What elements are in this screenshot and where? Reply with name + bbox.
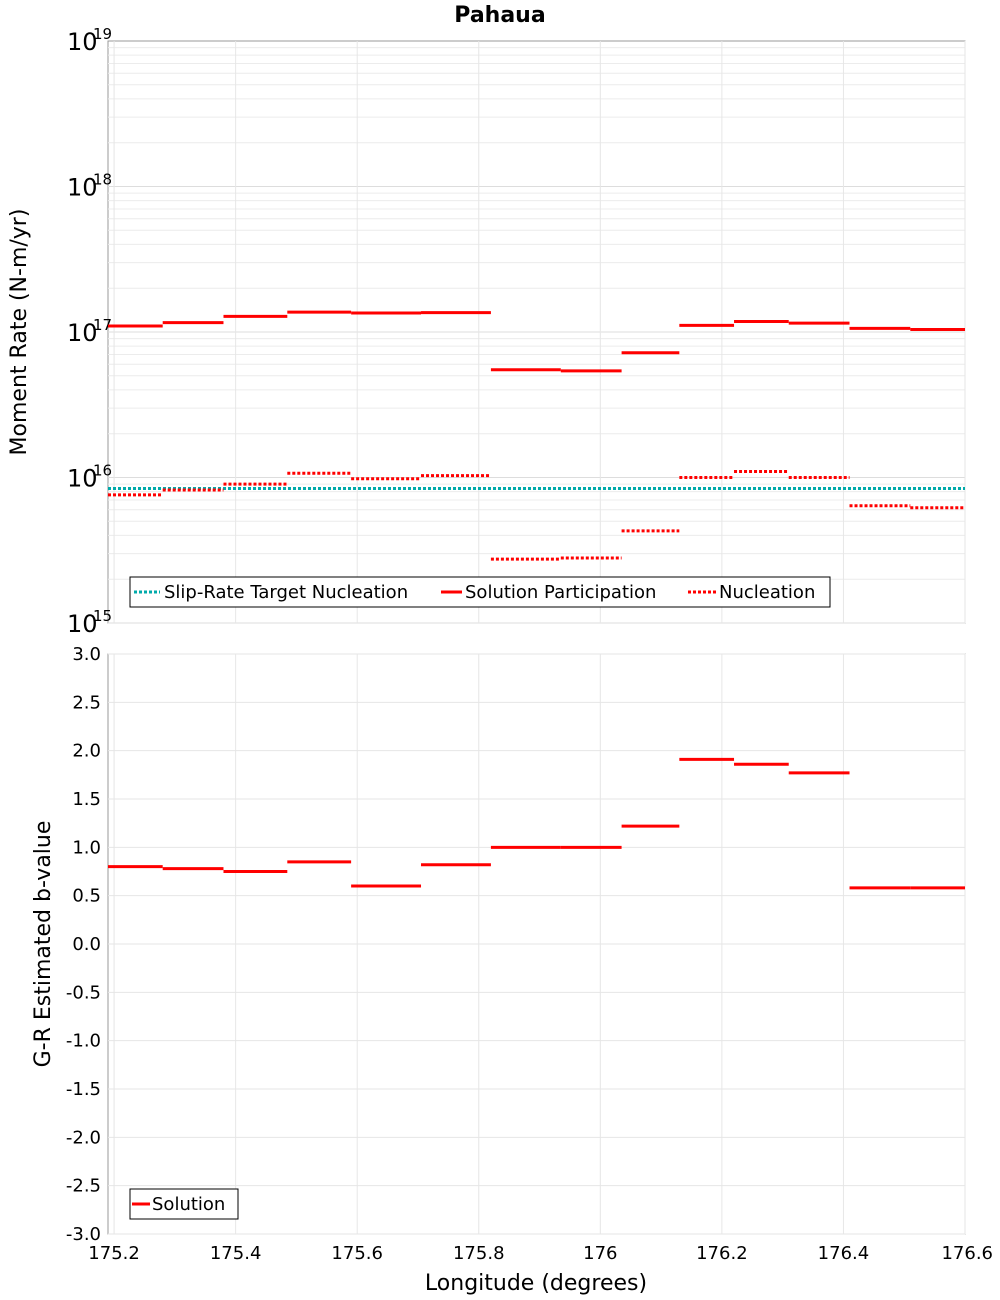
- top-series: [108, 310, 965, 561]
- bottom-y-tick-label: -1.5: [66, 1079, 101, 1100]
- top-y-tick-label-base: 10: [67, 174, 98, 202]
- x-tick-label: 175.8: [453, 1243, 505, 1264]
- legend-label-solution: Solution: [152, 1194, 225, 1215]
- bottom-y-tick-label: 2.0: [72, 741, 101, 762]
- x-tick-label: 175.4: [210, 1243, 262, 1264]
- bottom-y-tick-label: 0.0: [72, 934, 101, 955]
- bottom-y-tick-label: -3.0: [66, 1224, 101, 1245]
- chart-title: Pahaua: [454, 3, 545, 28]
- top-y-tick-label-base: 10: [67, 28, 98, 56]
- x-tick-label: 176: [583, 1243, 617, 1264]
- top-y-tick-label-exponent: 15: [93, 607, 112, 625]
- top-y-tick-label-exponent: 18: [93, 171, 112, 189]
- bottom-y-tick-label: -2.5: [66, 1176, 101, 1197]
- top-y-axis-label: Moment Rate (N-m/yr): [7, 209, 32, 456]
- bottom-series: [108, 757, 965, 890]
- bottom-x-ticks: 175.2 175.4 175.6 175.8 176 176.2 176.4 176.6: [88, 1243, 993, 1264]
- top-grid: [108, 41, 966, 624]
- bottom-grid: [108, 653, 966, 1235]
- bottom-y-tick-label: 0.5: [72, 886, 101, 907]
- x-tick-label: 176.4: [818, 1243, 870, 1264]
- legend-label-slip-rate-target: Slip-Rate Target Nucleation: [164, 582, 408, 603]
- top-y-tick-label-base: 10: [67, 319, 98, 347]
- top-y-tick-label-base: 10: [67, 465, 98, 493]
- top-y-tick-label-exponent: 19: [93, 25, 112, 43]
- bottom-y-tick-label: -1.0: [66, 1031, 101, 1052]
- x-tick-label: 175.6: [331, 1243, 383, 1264]
- x-tick-label: 176.6: [941, 1243, 993, 1264]
- series-solution: [108, 757, 965, 890]
- series-solution-participation: [108, 310, 965, 373]
- legend-label-nucleation: Nucleation: [719, 582, 815, 603]
- series-nucleation: [108, 469, 965, 561]
- bottom-y-tick-label: -0.5: [66, 982, 101, 1003]
- bottom-y-tick-label: 2.5: [72, 692, 101, 713]
- top-legend: Slip-Rate Target Nucleation Solution Par…: [129, 576, 831, 608]
- bottom-y-tick-label: 1.0: [72, 837, 101, 858]
- x-tick-label: 176.2: [696, 1243, 748, 1264]
- bottom-y-axis-label: G-R Estimated b-value: [31, 821, 56, 1068]
- b-value-panel: -3.0 -2.5 -2.0 -1.5 -1.0 -0.5 0.0 0.5 1.0 1.5 2.0 2…: [31, 644, 993, 1296]
- legend-label-solution-participation: Solution Participation: [465, 582, 656, 603]
- bottom-y-tick-label: -2.0: [66, 1127, 101, 1148]
- top-y-tick-label-base: 10: [67, 610, 98, 638]
- x-axis-label: Longitude (degrees): [425, 1271, 647, 1296]
- bottom-y-tick-label: 1.5: [72, 789, 101, 810]
- bottom-legend: Solution: [129, 1188, 239, 1220]
- top-y-tick-label-exponent: 16: [93, 462, 112, 480]
- bottom-y-tick-label: 3.0: [72, 644, 101, 665]
- top-y-tick-label-exponent: 17: [93, 316, 112, 334]
- x-tick-label: 175.2: [88, 1243, 140, 1264]
- bottom-y-ticks: -3.0 -2.5 -2.0 -1.5 -1.0 -0.5 0.0 0.5 1.0 1.5 2.0 2…: [66, 644, 101, 1245]
